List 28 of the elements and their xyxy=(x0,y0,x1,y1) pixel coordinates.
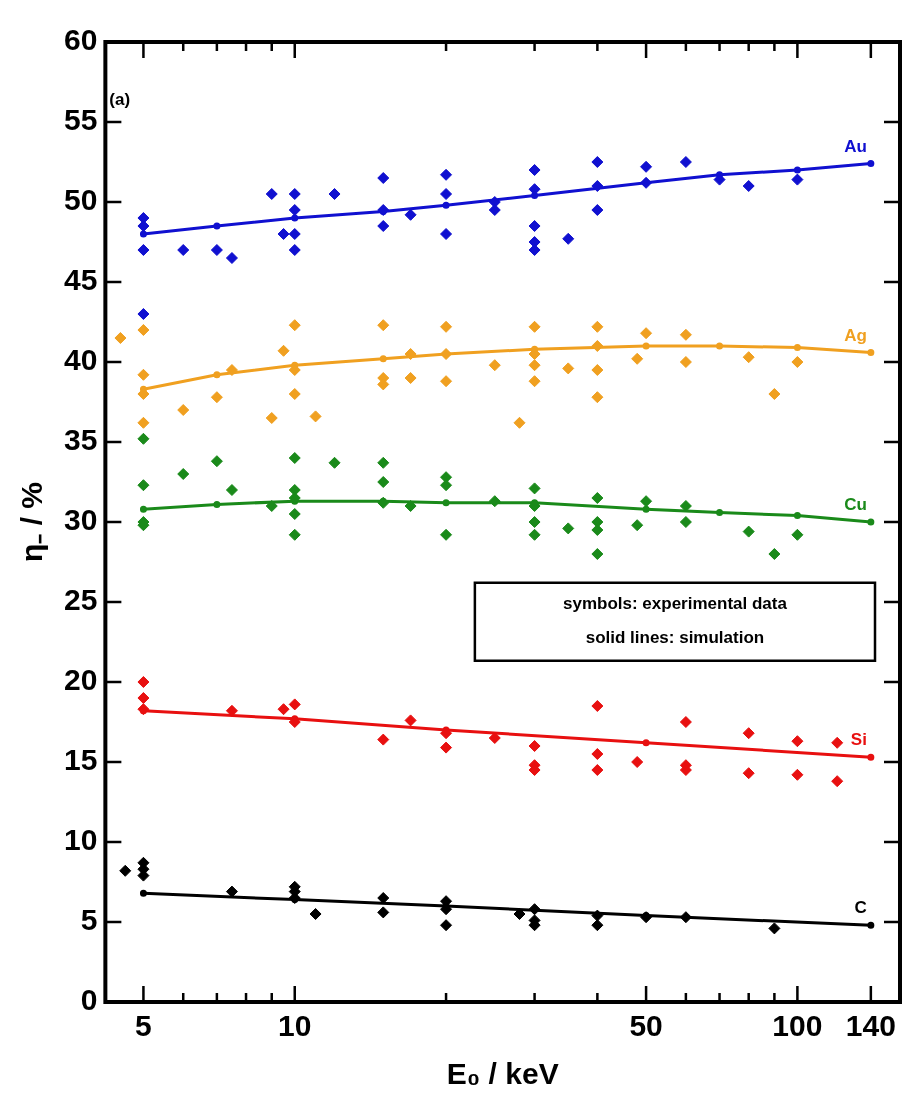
series-label: Au xyxy=(844,136,867,156)
series-label: Si xyxy=(850,730,867,750)
y-tick-label: 40 xyxy=(63,343,98,377)
y-tick-label: 55 xyxy=(63,103,98,137)
x-tick-label: 50 xyxy=(629,1009,663,1043)
annotation: (a) xyxy=(109,89,131,109)
y-tick-label: 20 xyxy=(63,663,98,697)
x-tick-label: 5 xyxy=(135,1009,152,1043)
y-tick-label: 25 xyxy=(63,583,98,617)
series-label: Ag xyxy=(844,325,867,345)
x-tick-label: 10 xyxy=(278,1009,312,1043)
y-tick-label: 5 xyxy=(80,903,98,937)
y-axis-title: η₋ / % xyxy=(15,481,49,563)
y-tick-label: 35 xyxy=(63,423,98,457)
y-tick-label: 60 xyxy=(63,23,98,57)
x-axis-title: E₀ / keV xyxy=(446,1057,559,1091)
y-tick-label: 15 xyxy=(63,743,98,777)
x-tick-label: 140 xyxy=(845,1009,896,1043)
y-tick-label: 50 xyxy=(63,183,98,217)
x-tick-label: 100 xyxy=(772,1009,823,1043)
annotation: symbols: experimental data xyxy=(562,594,788,614)
y-tick-label: 45 xyxy=(63,263,98,297)
series-label: C xyxy=(854,898,867,918)
series-label: Cu xyxy=(844,495,867,515)
annotation: solid lines: simulation xyxy=(585,628,765,648)
y-tick-label: 0 xyxy=(80,983,98,1017)
y-tick-label: 30 xyxy=(63,503,98,537)
y-tick-label: 10 xyxy=(63,823,98,857)
